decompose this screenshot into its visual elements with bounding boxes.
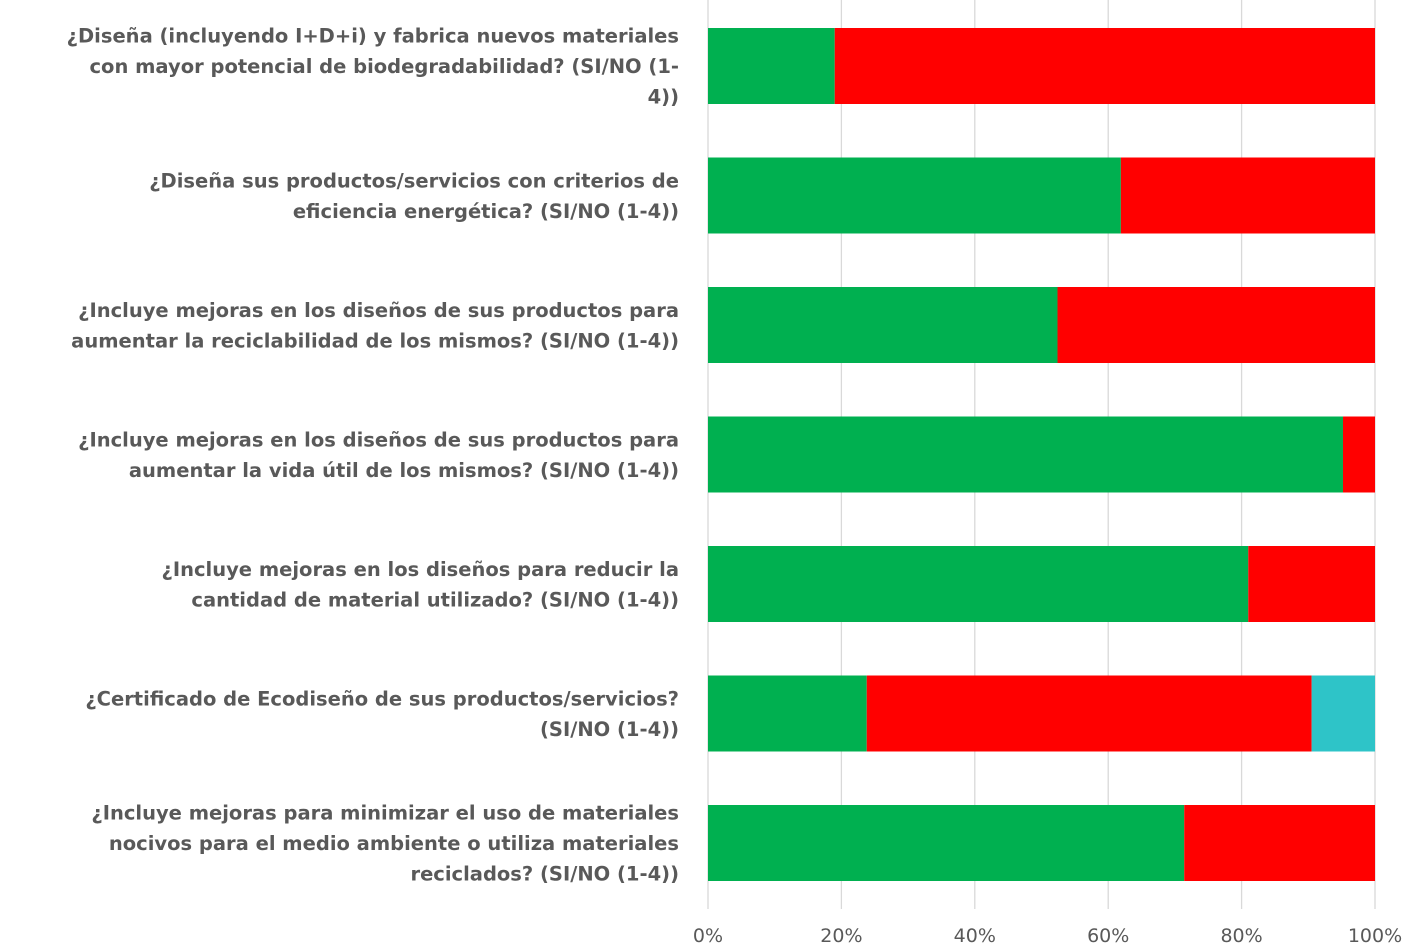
category-label: ¿Incluye mejoras en los diseños de sus p… [78, 428, 679, 482]
x-tick-label: 20% [820, 925, 862, 947]
bar-segment [1342, 416, 1375, 493]
x-tick-label: 80% [1220, 925, 1262, 947]
bar-segment [1057, 287, 1375, 363]
category-label-line: cantidad de material utilizado? (SI/NO (… [191, 588, 679, 611]
category-label: ¿Diseña (incluyendo I+D+i) y fabrica nue… [67, 25, 679, 109]
x-tick-label: 0% [693, 925, 723, 947]
category-label: ¿Diseña sus productos/servicios con crit… [149, 169, 679, 223]
bar-segment [708, 675, 867, 752]
bar-segment [708, 416, 1343, 493]
bar-segment [1311, 675, 1375, 752]
bar-segment [1184, 805, 1375, 881]
x-tick-label: 100% [1348, 925, 1402, 947]
category-label-line: ¿Incluye mejoras en los diseños de sus p… [78, 428, 679, 451]
category-labels: ¿Diseña (incluyendo I+D+i) y fabrica nue… [67, 25, 679, 886]
category-label: ¿Incluye mejoras en los diseños de sus p… [71, 299, 679, 353]
x-axis-tick-labels: 0% 20% 40% 60% 80% 100% [693, 925, 1402, 947]
category-label: ¿Incluye mejoras para minimizar el uso d… [91, 802, 679, 886]
category-label-line: ¿Diseña (incluyendo I+D+i) y fabrica nue… [67, 25, 679, 48]
bar-segment [866, 675, 1312, 752]
x-tick-label: 40% [954, 925, 996, 947]
category-label-line: ¿Incluye mejoras para minimizar el uso d… [91, 802, 679, 825]
bar-segment [1248, 546, 1375, 622]
bar-segment [834, 28, 1375, 104]
category-label-line: ¿Incluye mejoras en los diseños de sus p… [78, 299, 679, 322]
category-label-line: aumentar la reciclabilidad de los mismos… [71, 329, 679, 352]
category-label-line: nocivos para el medio ambiente o utiliza… [109, 832, 679, 855]
category-label-line: ¿Certificado de Ecodiseño de sus product… [85, 687, 679, 710]
bar-segment [708, 157, 1121, 234]
bars [708, 28, 1375, 881]
category-label-line: 4)) [648, 86, 679, 109]
category-label-line: eficiencia energética? (SI/NO (1-4)) [293, 200, 679, 223]
category-label: ¿Certificado de Ecodiseño de sus product… [85, 687, 679, 741]
bar-segment [708, 28, 835, 104]
x-tick-label: 60% [1087, 925, 1129, 947]
category-label: ¿Incluye mejoras en los diseños para red… [162, 558, 679, 612]
bar-segment [1120, 157, 1375, 234]
category-label-line: reciclados? (SI/NO (1-4)) [410, 863, 679, 886]
bar-segment [708, 546, 1249, 622]
category-label-line: aumentar la vida útil de los mismos? (SI… [129, 459, 679, 482]
category-label-line: (SI/NO (1-4)) [540, 718, 679, 741]
category-label-line: ¿Incluye mejoras en los diseños para red… [162, 558, 679, 581]
bar-segment [708, 805, 1185, 881]
bar-segment [708, 287, 1058, 363]
category-label-line: ¿Diseña sus productos/servicios con crit… [149, 169, 679, 192]
category-label-line: con mayor potencial de biodegradabilidad… [89, 55, 679, 78]
